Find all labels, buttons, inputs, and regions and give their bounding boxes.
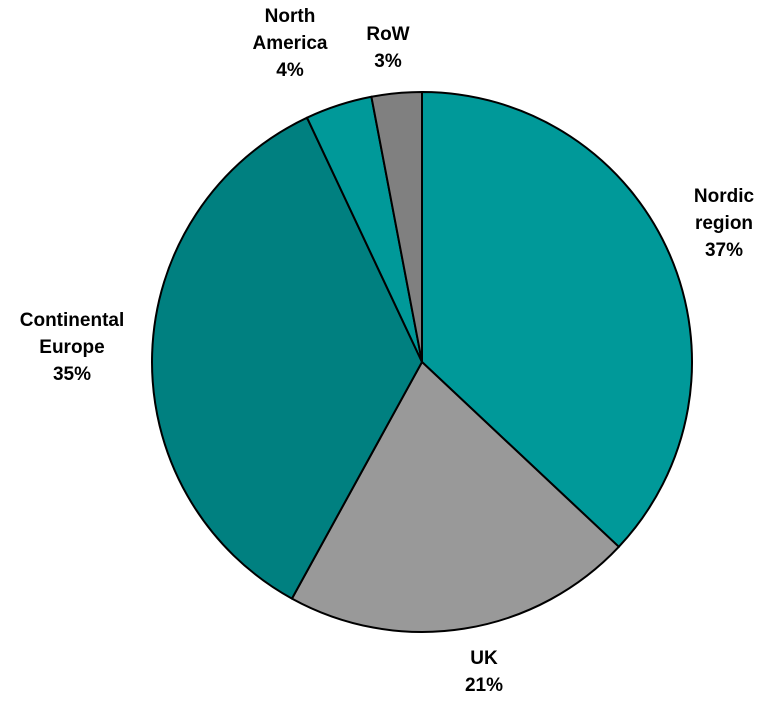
pie-category-label: Continental [20, 310, 125, 331]
pie-category-label: region [695, 213, 753, 234]
pie-slice-row [370, 91, 423, 363]
pie-value-label: 4% [276, 60, 304, 81]
pie-slice-nordic-region [421, 91, 693, 548]
pie-category-label: UK [470, 648, 498, 669]
pie-label-nordic-region: Nordic region 37% [694, 186, 755, 261]
pie-slices [151, 91, 693, 633]
pie-label-north-america: North America 4% [253, 6, 328, 81]
pie-category-label: Nordic [694, 186, 755, 207]
pie-label-row: RoW 3% [366, 24, 409, 72]
pie-value-label: 35% [53, 364, 91, 385]
pie-slice-uk [290, 361, 620, 633]
pie-value-label: 3% [374, 51, 402, 72]
pie-label-continental-europe: Continental Europe 35% [20, 310, 125, 385]
pie-value-label: 21% [465, 675, 503, 696]
pie-value-label: 37% [705, 240, 743, 261]
pie-category-label: RoW [366, 24, 409, 45]
pie-category-label: America [253, 33, 328, 54]
pie-category-label: Europe [39, 337, 104, 358]
pie-labels: Nordic region 37% UK 21% Continental Europe 35%… [20, 6, 755, 696]
pie-label-uk: UK 21% [465, 648, 503, 696]
pie-category-label: North [265, 6, 316, 27]
pie-slice-continental-europe [151, 116, 423, 600]
